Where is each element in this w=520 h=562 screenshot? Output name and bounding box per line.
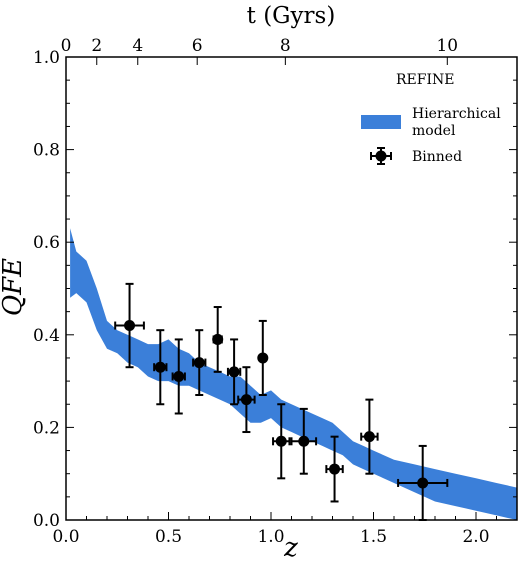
legend-title: REFINE	[396, 72, 454, 88]
top-tick-label: 0	[61, 36, 72, 56]
binned-point-13	[397, 444, 449, 521]
x-tick-label: 2.0	[462, 527, 489, 547]
binned-point-2	[153, 329, 168, 406]
top-tick-label: 6	[192, 36, 203, 56]
binned-point-12	[360, 398, 379, 475]
x-axis-label: z	[283, 533, 298, 562]
legend-label-binned: Binned	[412, 149, 462, 165]
legend: REFINE Hierarchical model Binned	[361, 72, 501, 165]
y-tick-label: 0.6	[33, 233, 60, 253]
legend-label-model-line1: Hierarchical	[412, 106, 501, 122]
binned-point-1	[114, 282, 145, 369]
point-marker	[417, 477, 429, 489]
binned-point-4	[192, 329, 207, 396]
binned-point-3	[171, 338, 186, 415]
point-marker	[154, 361, 166, 373]
top-axis-label: t (Gyrs)	[247, 3, 336, 29]
binned-point-6	[226, 338, 242, 406]
x-tick-label: 1.0	[257, 527, 284, 547]
binned-point-5	[212, 306, 224, 373]
point-marker	[298, 435, 310, 447]
top-tick-label: 4	[132, 36, 143, 56]
y-tick-label: 0.2	[33, 418, 60, 438]
point-marker	[275, 435, 287, 447]
binned-point-11	[325, 435, 344, 503]
legend-label-model-line2: model	[412, 123, 456, 139]
point-marker	[363, 431, 375, 443]
y-tick-label: 0.4	[33, 326, 60, 346]
binned-point-9	[272, 403, 291, 480]
point-marker	[212, 333, 224, 345]
legend-errorbar-swatch	[370, 147, 392, 165]
top-tick-label: 2	[91, 36, 102, 56]
point-marker	[193, 357, 205, 369]
point-marker	[228, 366, 240, 378]
y-tick-label: 1.0	[33, 48, 60, 68]
point-marker	[329, 463, 341, 475]
y-axis-label: QFE	[0, 258, 28, 316]
legend-band-swatch	[361, 115, 401, 129]
x-tick-label: 0.0	[52, 527, 79, 547]
binned-points-layer	[114, 282, 449, 521]
tick-labels: 0.0 0.5 1.0 1.5 2.00.00.20.40.60.81.00 2 4 6 8 10	[33, 36, 490, 547]
y-tick-label: 0.8	[33, 141, 60, 161]
top-tick-label: 10	[436, 36, 458, 56]
x-tick-label: 0.5	[155, 527, 182, 547]
x-tick-label: 1.5	[360, 527, 387, 547]
y-tick-label: 0.0	[33, 511, 60, 531]
model-band	[70, 228, 517, 521]
point-marker	[124, 320, 136, 332]
point-marker	[173, 370, 185, 382]
binned-point-7	[237, 366, 256, 434]
point-marker	[240, 394, 252, 406]
point-marker	[257, 352, 269, 364]
model-band-layer	[70, 228, 517, 521]
top-tick-label: 8	[280, 36, 291, 56]
axis-ticks	[65, 56, 518, 521]
binned-point-10	[290, 407, 318, 475]
binned-point-8	[257, 319, 269, 396]
